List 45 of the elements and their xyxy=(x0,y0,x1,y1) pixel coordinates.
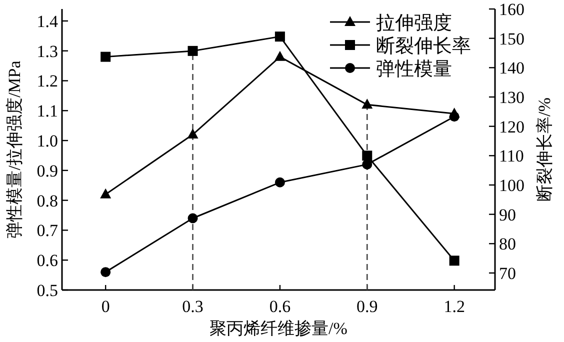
x-tick-label: 0 xyxy=(101,297,110,316)
x-axis-title: 聚丙烯纤维掺量/% xyxy=(210,319,348,338)
point xyxy=(187,128,198,139)
point xyxy=(188,46,198,56)
y-tick-label: 0.8 xyxy=(36,191,58,210)
y-tick-label: 1.2 xyxy=(36,72,58,91)
y2-tick-label: 110 xyxy=(499,146,524,166)
y-axis-title: 弹性模量/拉伸强度/MPa xyxy=(5,60,24,238)
point xyxy=(274,177,285,188)
y2-tick-label: 100 xyxy=(499,176,524,195)
y2-tick-label: 130 xyxy=(499,88,524,107)
y2-tick-label: 80 xyxy=(499,234,516,254)
legend-label: 断裂伸长率 xyxy=(376,35,471,57)
y-tick-label: 0.7 xyxy=(36,221,58,240)
y-tick-label: 1.3 xyxy=(36,42,58,61)
point xyxy=(274,32,285,42)
legend-label: 弹性模量 xyxy=(376,59,452,80)
y-tick-label: 0.6 xyxy=(36,251,58,270)
point xyxy=(449,256,460,266)
x-tick-label: 0.6 xyxy=(269,297,291,316)
point xyxy=(100,52,111,62)
y-tick-label: 1.1 xyxy=(36,102,58,121)
x-tick-label: 1.2 xyxy=(444,297,465,316)
y2-tick-label: 90 xyxy=(499,205,516,224)
y2-tick-label: 140 xyxy=(499,58,524,78)
point xyxy=(188,213,198,224)
y-tick-label: 1.4 xyxy=(36,12,58,31)
point xyxy=(274,50,286,61)
y2-tick-label: 120 xyxy=(499,117,524,136)
point xyxy=(362,98,373,109)
point xyxy=(100,267,111,278)
y2-axis-title: 断裂伸长率/% xyxy=(535,98,554,202)
point xyxy=(362,150,372,161)
point xyxy=(449,112,460,122)
y-tick-label: 1.0 xyxy=(36,132,58,151)
y-tick-label: 0.9 xyxy=(36,161,58,180)
legend-label: 拉伸强度 xyxy=(376,12,452,34)
point xyxy=(100,188,112,198)
y-tick-label: 0.5 xyxy=(36,281,58,300)
y2-tick-label: 160 xyxy=(499,0,524,19)
x-tick-label: 0.9 xyxy=(356,297,378,316)
point xyxy=(362,159,372,170)
x-tick-label: 0.3 xyxy=(182,297,204,316)
y2-tick-label: 70 xyxy=(499,264,516,283)
y2-tick-label: 150 xyxy=(499,29,524,48)
